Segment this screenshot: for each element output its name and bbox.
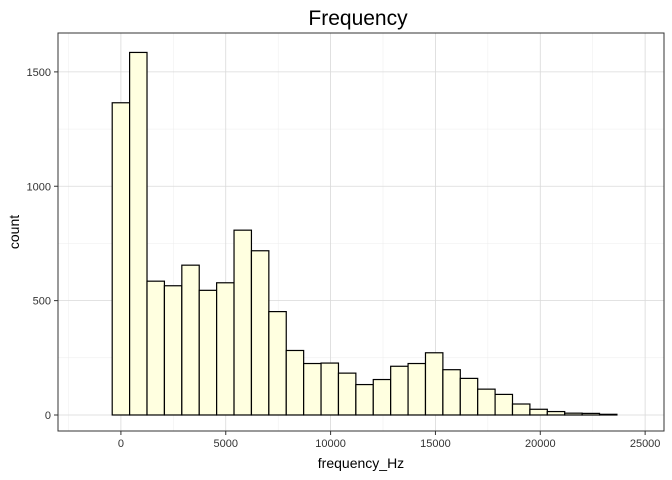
histogram-bar [129,51,148,416]
y-axis: 0 500 1000 1500 [27,67,58,422]
histogram-bar [372,378,392,416]
x-tick-label: 25000 [630,438,661,450]
histogram-bar [546,410,566,416]
x-tick-label: 5000 [214,438,238,450]
histogram-bar [303,362,322,416]
histogram-bar [581,412,601,416]
histogram-bar [181,264,200,416]
y-tick-label: 500 [33,296,51,308]
chart-title: Frequency [308,7,408,30]
x-axis-title: frequency_Hz [318,455,404,471]
histogram-bar [407,362,427,416]
bars [111,51,618,416]
histogram-bar [511,403,531,416]
histogram-bar [337,372,357,416]
panel-border [57,32,665,432]
histogram-bar [146,280,166,416]
histogram-bar [442,369,461,416]
y-tick-label: 0 [45,410,51,422]
x-tick-label: 15000 [420,438,451,450]
histogram-bar [529,408,548,416]
y-axis-title: count [6,215,22,249]
x-tick-label: 10000 [315,438,346,450]
histogram-bar [285,349,305,416]
histogram-bar [198,289,218,416]
histogram-bar [111,102,131,416]
histogram-bar [216,282,235,416]
histogram-bar [390,365,409,416]
histogram-bar [250,250,270,416]
histogram-bar [424,352,444,416]
histogram-bar [268,311,287,416]
histogram-bar [233,229,253,416]
x-tick-label: 0 [118,438,124,450]
histogram-bar [459,377,479,416]
histogram-bar [494,393,514,416]
histogram-bar [598,413,618,416]
histogram-bar [320,362,340,416]
histogram-bar [564,412,583,416]
y-tick-label: 1500 [27,67,51,79]
histogram-bar [355,383,374,416]
grid-lines [58,33,664,431]
histogram-bar [163,285,183,416]
x-tick-label: 20000 [525,438,556,450]
x-axis: 0 5000 10000 15000 20000 25000 [118,431,661,450]
histogram-bar [477,388,496,416]
y-tick-label: 1000 [27,181,51,193]
